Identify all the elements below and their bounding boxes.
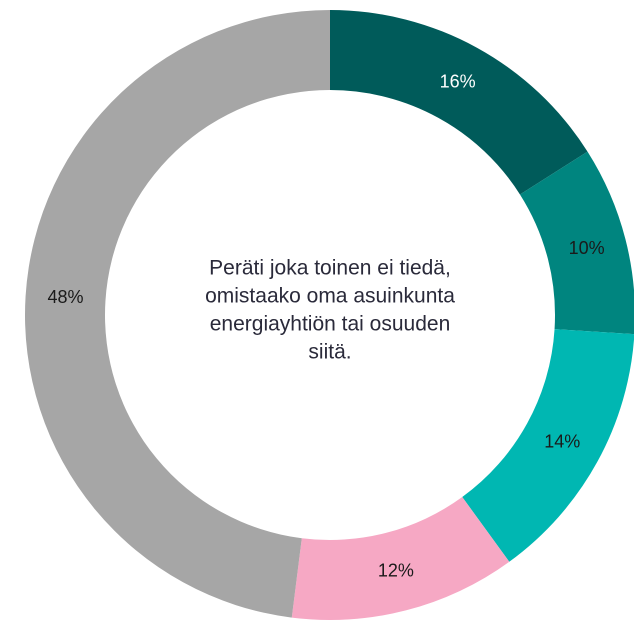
center-text-line: omistaako oma asuinkunta xyxy=(205,285,455,308)
slice xyxy=(330,10,588,195)
center-text-line: Peräti joka toinen ei tiedä, xyxy=(209,257,451,280)
data-label: 14% xyxy=(544,431,580,451)
donut: 16% 10% 14% 12% 48% xyxy=(24,10,634,620)
center-text-line: siitä. xyxy=(308,341,351,364)
data-label: 16% xyxy=(440,72,476,92)
slice xyxy=(519,151,634,335)
center-text: Peräti joka toinen ei tiedä, omistaako om… xyxy=(205,257,455,364)
center-text-line: energiayhtiön tai osuuden xyxy=(210,313,451,336)
data-label: 48% xyxy=(48,287,84,307)
slice xyxy=(291,497,510,620)
data-label: 10% xyxy=(569,238,605,258)
slice xyxy=(462,329,634,562)
data-label: 12% xyxy=(378,560,414,580)
slice xyxy=(24,10,331,618)
